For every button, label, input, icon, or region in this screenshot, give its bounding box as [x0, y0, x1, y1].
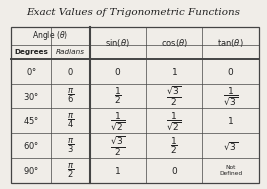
Text: $\dfrac{\pi}{4}$: $\dfrac{\pi}{4}$: [67, 112, 74, 130]
Text: Degrees: Degrees: [14, 49, 48, 55]
Text: $0°$: $0°$: [26, 66, 36, 77]
Text: $\dfrac{1}{\sqrt{3}}$: $\dfrac{1}{\sqrt{3}}$: [223, 85, 239, 107]
Text: $1$: $1$: [227, 115, 234, 126]
Text: $45°$: $45°$: [23, 115, 39, 126]
Text: $\cos(\theta)$: $\cos(\theta)$: [161, 37, 188, 49]
Text: $\dfrac{\sqrt{3}}{2}$: $\dfrac{\sqrt{3}}{2}$: [166, 84, 182, 108]
Text: $\dfrac{1}{\sqrt{2}}$: $\dfrac{1}{\sqrt{2}}$: [110, 110, 125, 132]
Text: Exact Values of Trigonometric Functions: Exact Values of Trigonometric Functions: [26, 8, 241, 17]
Bar: [11, 27, 259, 183]
Text: $90°$: $90°$: [23, 165, 39, 176]
Text: $\dfrac{1}{\sqrt{2}}$: $\dfrac{1}{\sqrt{2}}$: [166, 110, 182, 132]
Text: $\tan(\theta)$: $\tan(\theta)$: [217, 37, 244, 49]
Text: $\dfrac{\pi}{2}$: $\dfrac{\pi}{2}$: [67, 162, 74, 180]
Text: $0$: $0$: [114, 66, 121, 77]
Text: $1$: $1$: [171, 66, 178, 77]
Text: $\dfrac{\pi}{3}$: $\dfrac{\pi}{3}$: [67, 137, 74, 155]
Text: $\dfrac{1}{2}$: $\dfrac{1}{2}$: [170, 136, 178, 156]
Text: $60°$: $60°$: [23, 140, 39, 151]
Text: Not
Defined: Not Defined: [219, 165, 242, 177]
Text: $0$: $0$: [171, 165, 178, 176]
Text: Radians: Radians: [56, 49, 85, 55]
Text: Angle ($\theta$): Angle ($\theta$): [32, 29, 68, 43]
Text: $0$: $0$: [227, 66, 234, 77]
Text: $\sqrt{3}$: $\sqrt{3}$: [223, 140, 239, 152]
Text: $\sin(\theta)$: $\sin(\theta)$: [105, 37, 130, 49]
Text: $\dfrac{\pi}{6}$: $\dfrac{\pi}{6}$: [67, 87, 74, 105]
Text: $\dfrac{1}{2}$: $\dfrac{1}{2}$: [114, 86, 122, 106]
Text: $30°$: $30°$: [23, 91, 39, 101]
Text: $1$: $1$: [114, 165, 121, 176]
Text: $0$: $0$: [67, 66, 74, 77]
Text: $\dfrac{\sqrt{3}}{2}$: $\dfrac{\sqrt{3}}{2}$: [110, 134, 125, 158]
